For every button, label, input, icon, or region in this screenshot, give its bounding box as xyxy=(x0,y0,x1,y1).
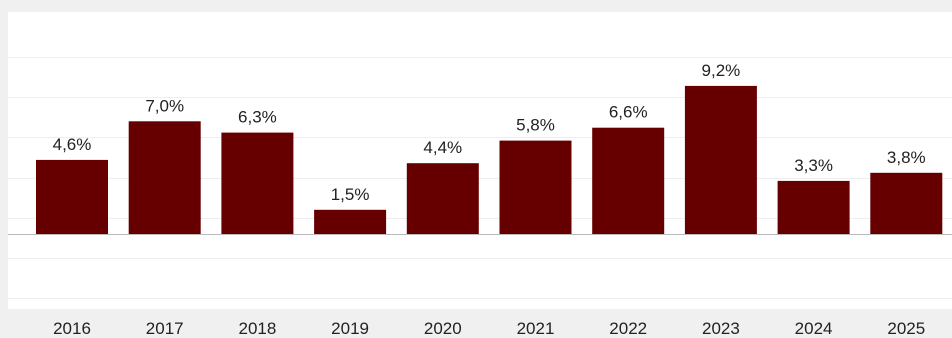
data-label-2020: 4,4% xyxy=(423,138,462,157)
x-tick-2016: 2016 xyxy=(53,319,91,338)
bar-2023 xyxy=(684,85,757,235)
x-tick-2017: 2017 xyxy=(146,319,184,338)
data-label-2023: 9,2% xyxy=(702,61,741,80)
x-tick-labels: 2016 2017 2018 2019 2020 2021 2022 2023 2024 2025 xyxy=(53,319,925,338)
x-tick-2023: 2023 xyxy=(702,319,740,338)
data-label-2019: 1,5% xyxy=(331,185,370,204)
data-label-2021: 5,8% xyxy=(516,116,555,135)
x-tick-2021: 2021 xyxy=(517,319,555,338)
x-tick-2020: 2020 xyxy=(424,319,462,338)
data-label-2016: 4,6% xyxy=(53,135,92,154)
bar-2019 xyxy=(314,209,387,234)
bar-2020 xyxy=(406,163,479,234)
bar-2022 xyxy=(592,127,665,234)
bar-2025 xyxy=(870,172,943,234)
x-tick-2024: 2024 xyxy=(795,319,833,338)
x-tick-2022: 2022 xyxy=(609,319,647,338)
bars xyxy=(36,85,943,235)
bar-2016 xyxy=(36,159,108,234)
bar-2018 xyxy=(221,132,294,234)
data-label-2018: 6,3% xyxy=(238,108,277,127)
x-tick-2025: 2025 xyxy=(887,319,925,338)
data-label-2017: 7,0% xyxy=(145,96,184,115)
data-labels: 4,6% 7,0% 6,3% 1,5% 4,4% 5,8% 6,6% 9,2% 3,3% 3,8% xyxy=(53,61,926,204)
bar-2024 xyxy=(777,180,850,234)
x-tick-2018: 2018 xyxy=(238,319,276,338)
data-label-2025: 3,8% xyxy=(887,148,926,167)
data-label-2022: 6,6% xyxy=(609,103,648,122)
bar-2017 xyxy=(128,121,201,234)
x-tick-2019: 2019 xyxy=(331,319,369,338)
data-label-2024: 3,3% xyxy=(794,156,833,175)
bar-2021 xyxy=(499,140,572,234)
